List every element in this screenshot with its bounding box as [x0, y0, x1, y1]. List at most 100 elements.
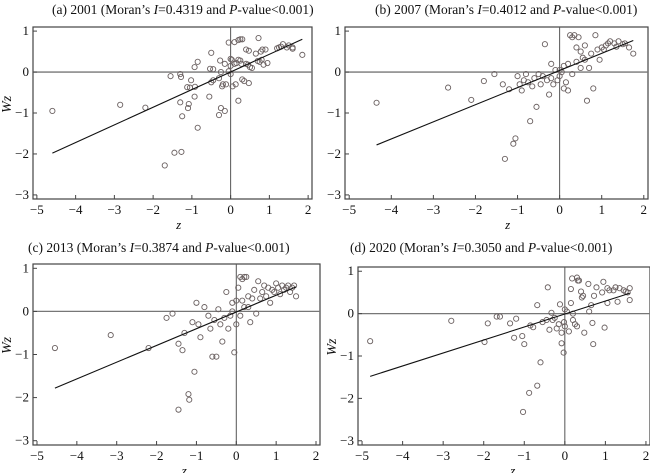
x-axis-label: z: [509, 463, 515, 473]
data-point: [468, 96, 475, 103]
data-point: [177, 73, 185, 81]
data-point: [548, 75, 555, 82]
data-point: [575, 34, 582, 41]
data-point: [185, 391, 192, 398]
title-part: I: [477, 2, 482, 17]
data-point: [569, 275, 576, 282]
data-point: [541, 41, 548, 48]
x-axis-label: z: [181, 463, 187, 473]
data-point: [271, 288, 278, 296]
data-point: [586, 308, 593, 315]
data-point: [188, 77, 195, 84]
y-tick-label: −1: [340, 348, 354, 363]
data-point: [589, 319, 596, 326]
data-point: [567, 299, 574, 307]
data-point: [537, 359, 544, 366]
data-point: [499, 81, 506, 88]
y-tick-label: −3: [15, 433, 29, 448]
data-point: [529, 83, 536, 90]
y-tick-label: −1: [15, 105, 29, 120]
data-point: [560, 349, 567, 356]
data-point: [493, 313, 500, 320]
data-point: [533, 103, 540, 110]
data-point: [569, 34, 576, 41]
data-point: [565, 328, 572, 335]
data-point: [579, 54, 586, 61]
data-point: [217, 68, 224, 76]
data-point: [194, 124, 201, 131]
scatter-panel-4: −5 −4 −3 −2 −1 0 1 2 −3 −2 −1 0 1 z Wz: [325, 263, 650, 473]
title-part: P: [229, 2, 238, 17]
data-point: [588, 50, 595, 57]
title-part: (d) 2020 (Moran’s: [350, 240, 453, 255]
regression-line: [376, 40, 634, 146]
data-point: [207, 325, 214, 332]
data-point: [573, 44, 580, 51]
x-tick-label: 0: [233, 448, 240, 463]
title-part: -value<0.001): [536, 240, 613, 255]
data-point: [194, 58, 201, 65]
y-tick-label: −2: [15, 146, 29, 161]
x-tick-label: −2: [146, 202, 160, 217]
data-point: [255, 278, 262, 285]
data-point: [600, 278, 607, 285]
x-tick-label: 0: [562, 448, 569, 463]
data-point: [49, 107, 56, 115]
data-point: [210, 66, 217, 73]
data-point: [193, 299, 200, 306]
data-point: [601, 324, 608, 331]
x-tick-label: 0: [227, 202, 234, 217]
data-point: [215, 111, 223, 119]
data-point: [257, 295, 264, 302]
data-point: [445, 84, 452, 91]
data-point: [179, 347, 186, 354]
data-point: [243, 273, 250, 280]
y-tick-label: 0: [348, 306, 355, 321]
y-axis-label: Wz: [325, 338, 340, 356]
data-point: [221, 107, 228, 115]
x-tick-label: −5: [342, 202, 356, 217]
data-point: [229, 83, 236, 90]
data-point: [241, 273, 248, 280]
data-point: [237, 57, 244, 64]
y-tick-label: −2: [327, 146, 341, 161]
data-point: [526, 389, 533, 396]
data-point: [590, 341, 597, 348]
data-point: [161, 162, 168, 169]
data-point: [237, 312, 244, 319]
x-tick-label: −2: [150, 448, 164, 463]
x-tick-label: −5: [30, 202, 44, 217]
data-point: [577, 64, 584, 72]
x-tick-label: −2: [477, 448, 491, 463]
data-point: [213, 353, 220, 360]
data-point: [583, 97, 591, 104]
x-tick-label: −4: [384, 202, 398, 217]
data-point: [267, 299, 274, 306]
x-tick-label: −3: [110, 448, 124, 463]
data-point: [519, 333, 526, 340]
data-point: [227, 55, 234, 62]
data-point: [177, 71, 184, 78]
title-part: -value<0.001): [561, 2, 638, 17]
scatter-panel-1: −5 −4 −3 −2 −1 0 1 2 −3 −2 −1 0 1 z Wz: [0, 23, 313, 232]
title-part: (c) 2013 (Moran’s: [28, 240, 130, 255]
x-tick-label: −5: [355, 448, 369, 463]
title-part: I: [129, 240, 135, 255]
y-tick-label: 0: [23, 64, 30, 79]
data-point: [191, 368, 198, 375]
data-point: [602, 42, 609, 49]
y-tick-label: −1: [327, 105, 341, 120]
data-point: [448, 317, 455, 324]
data-point: [167, 73, 174, 80]
data-point: [210, 77, 217, 84]
data-point: [253, 310, 260, 317]
data-point: [556, 301, 564, 308]
data-point: [573, 323, 581, 330]
data-point: [534, 302, 541, 309]
data-point: [228, 56, 235, 63]
panel-title: (d) 2020 (Moran’s I=0.3050 and P-value<0…: [350, 240, 612, 256]
data-point: [592, 32, 599, 39]
x-tick-label: −1: [517, 448, 531, 463]
data-point: [593, 284, 600, 291]
y-axis-label: Wz: [325, 95, 327, 113]
